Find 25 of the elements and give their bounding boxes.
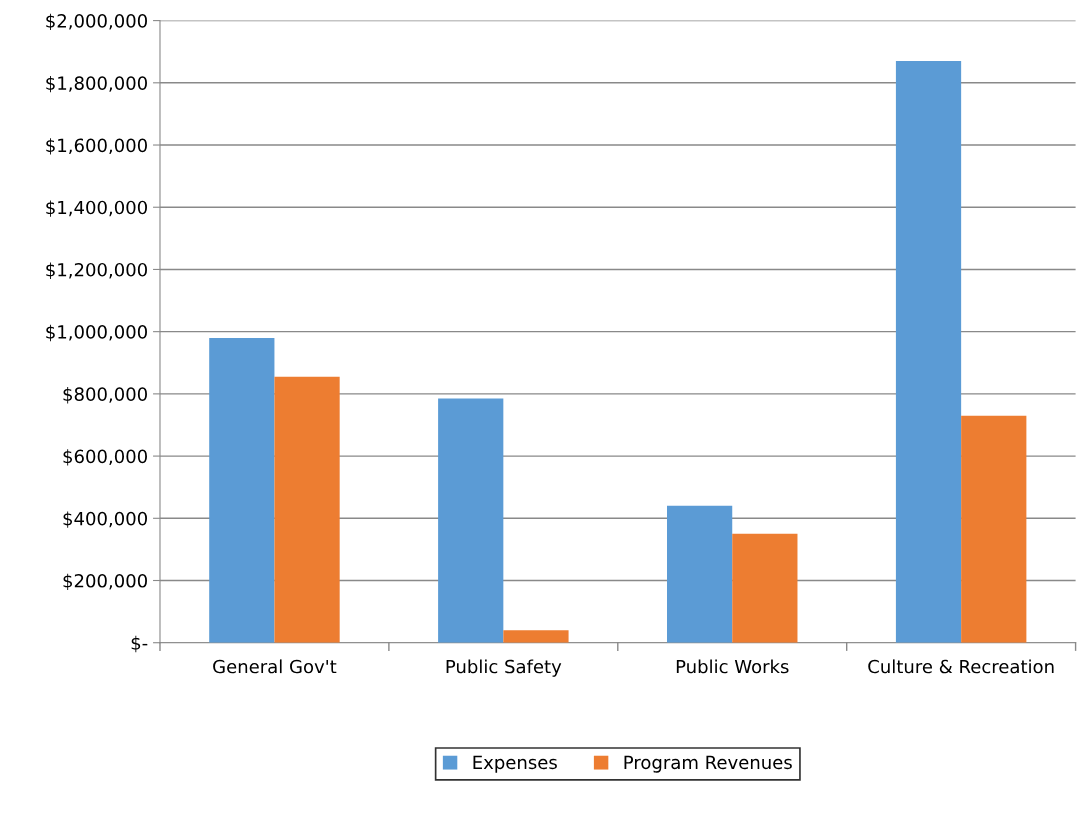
legend-label: Program Revenues <box>624 755 792 773</box>
bar <box>961 415 1027 643</box>
x-tick-label: Culture & Recreation <box>868 659 1054 674</box>
bar <box>438 398 504 643</box>
y-tick-label: $1,600,000 <box>46 138 147 155</box>
x-tick-label: Public Safety <box>446 659 562 677</box>
bar <box>274 376 340 643</box>
y-tick-label: $- <box>131 635 148 653</box>
y-tick-label: $2,000,000 <box>46 13 147 31</box>
bar <box>732 533 798 643</box>
bar <box>503 630 569 643</box>
y-tick-label: $400,000 <box>63 511 147 528</box>
y-tick-label: $800,000 <box>63 387 147 404</box>
y-tick-label: $600,000 <box>63 449 147 466</box>
x-tick-label: General Gov't <box>213 659 337 674</box>
x-tick-label: Public Works <box>676 659 789 674</box>
bar <box>667 505 733 643</box>
bar <box>209 337 275 643</box>
y-tick-label: $1,200,000 <box>46 262 147 279</box>
y-tick-label: $200,000 <box>63 573 147 591</box>
y-tick-label: $1,800,000 <box>46 75 147 93</box>
bar <box>895 61 962 643</box>
legend-label: Expenses <box>473 755 557 773</box>
y-tick-label: $1,400,000 <box>46 200 147 217</box>
y-tick-label: $1,000,000 <box>46 324 147 342</box>
